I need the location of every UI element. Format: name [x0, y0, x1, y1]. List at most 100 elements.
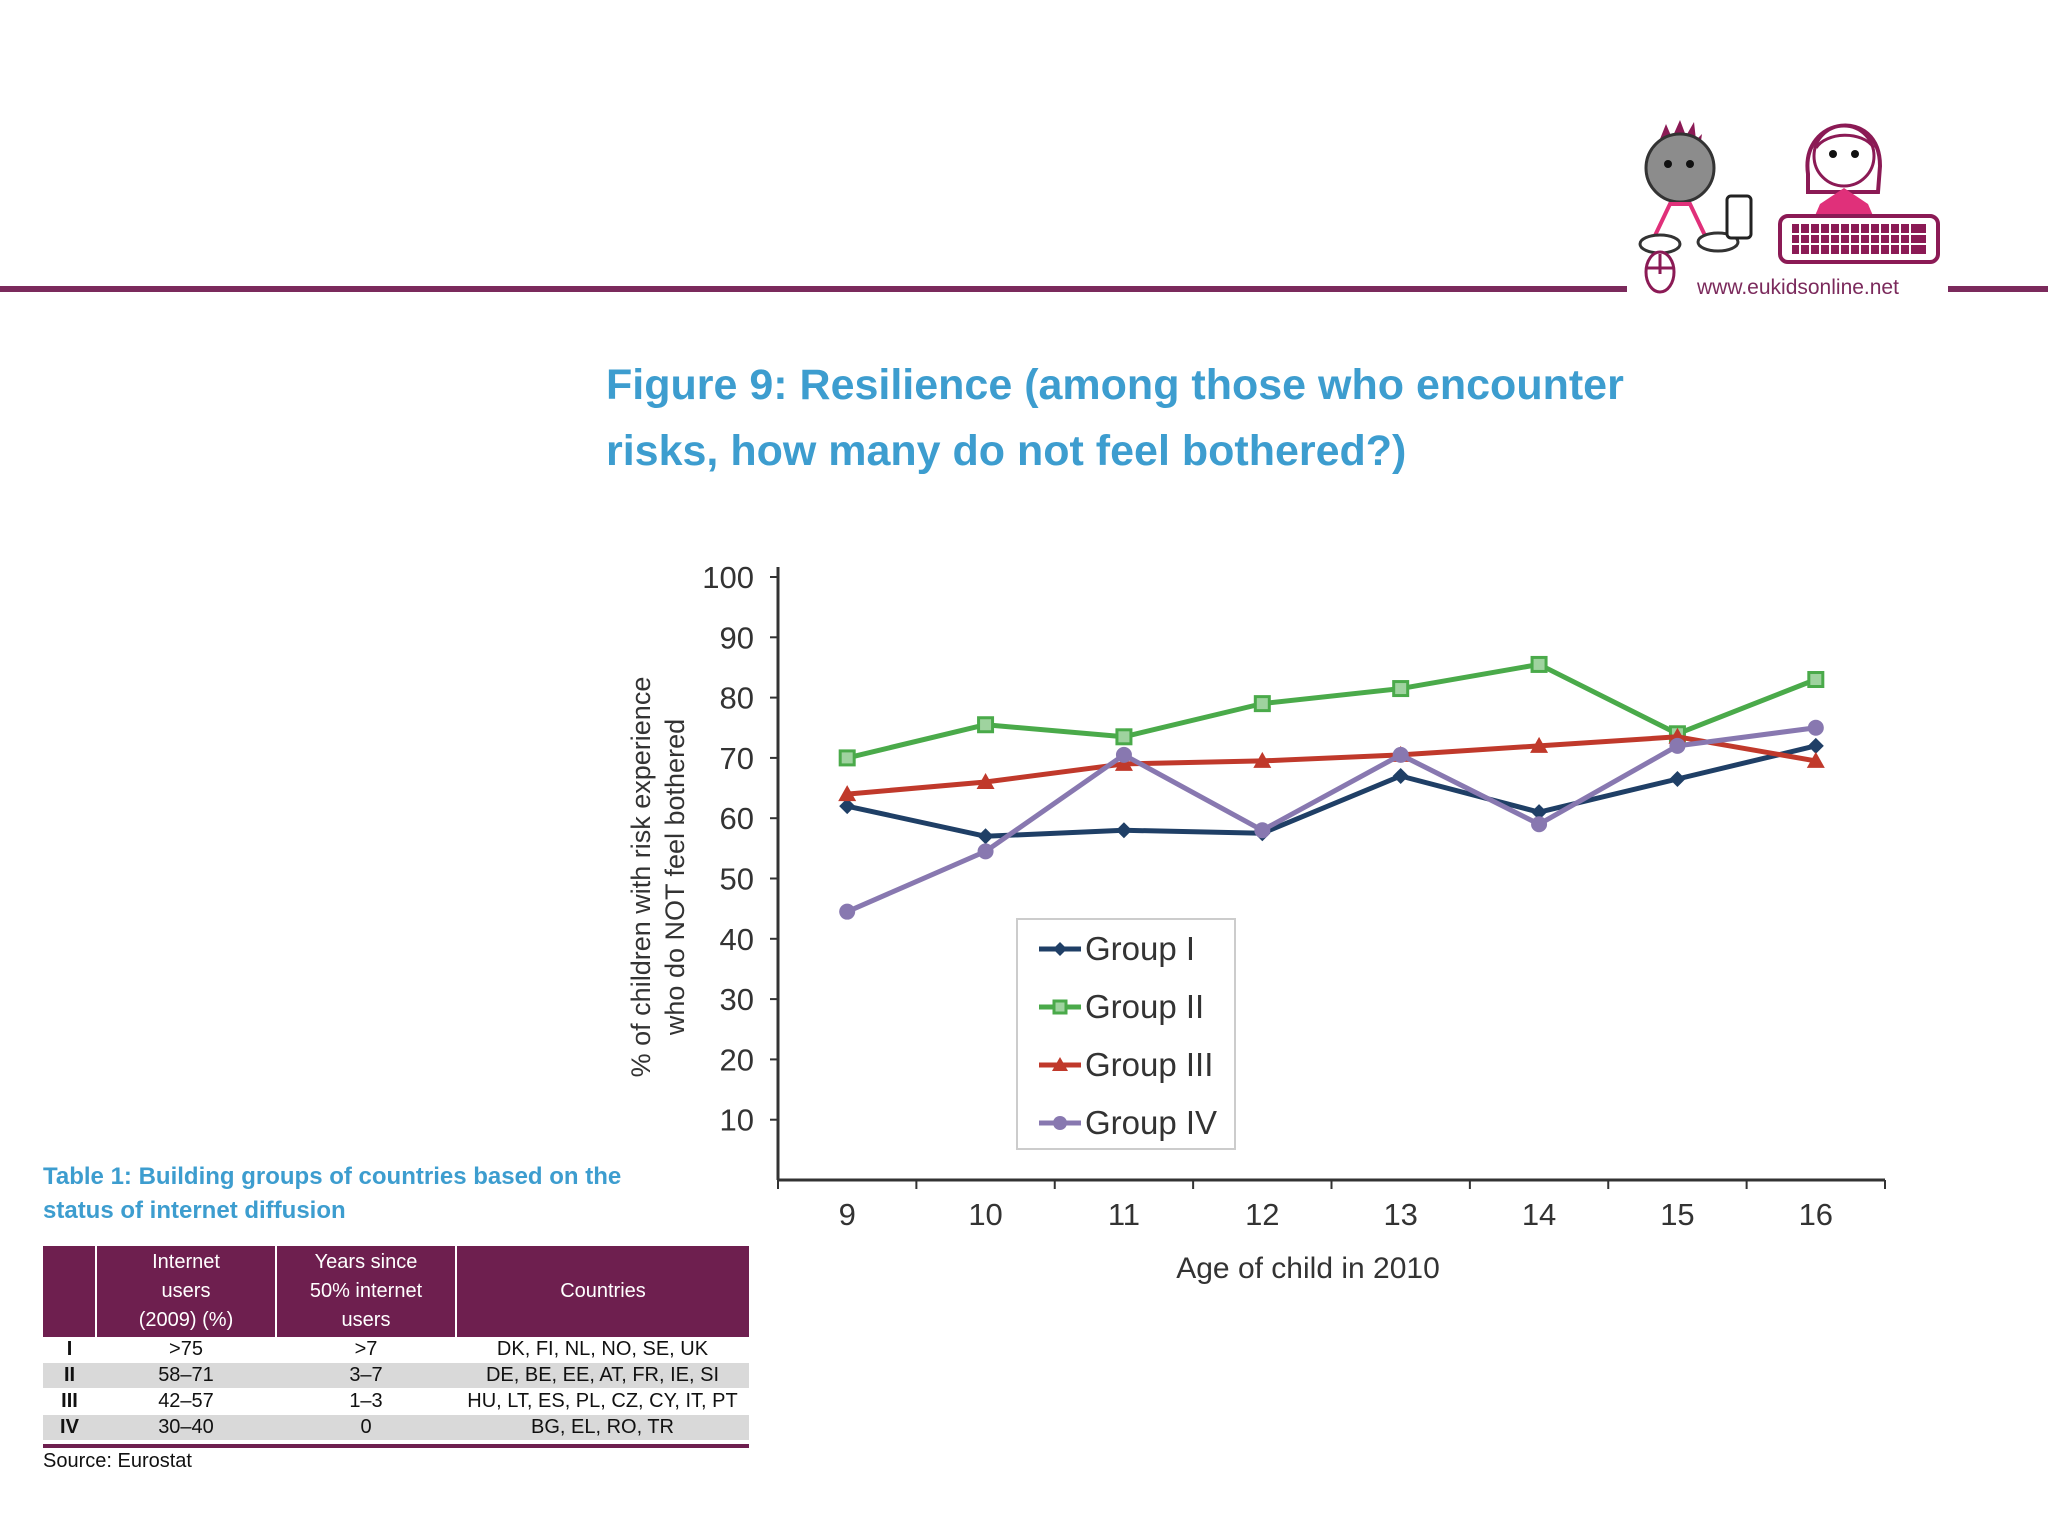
table-bottom-rule	[43, 1444, 749, 1448]
x-tick-label: 13	[1383, 1197, 1417, 1232]
y-tick-label: 20	[720, 1042, 754, 1077]
boy-icon	[1638, 120, 1753, 294]
cell-years: >7	[276, 1337, 456, 1363]
chart-legend: Group I Group II Group III Group IV	[1016, 918, 1236, 1150]
header-internet-users-line-2: users	[161, 1280, 211, 1302]
legend-item: Group II	[1039, 988, 1204, 1025]
header-group	[43, 1246, 97, 1337]
cell-users: 58–71	[96, 1362, 276, 1389]
table-title: Table 1: Building groups of countries ba…	[43, 1160, 743, 1228]
series-line	[846, 734, 1817, 797]
cell-countries: DE, BE, EE, AT, FR, IE, SI	[456, 1362, 749, 1389]
cell-years: 0	[276, 1414, 456, 1441]
cell-countries: BG, EL, RO, TR	[456, 1414, 749, 1441]
series-group-ii	[838, 655, 1825, 767]
x-tick-label: 11	[1108, 1197, 1140, 1232]
data-point-square	[1530, 655, 1548, 673]
data-point-circle	[1115, 746, 1132, 763]
data-point-square	[977, 716, 995, 734]
header-internet-users: Internet users (2009) (%)	[96, 1246, 277, 1337]
table-row: II 58–71 3–7 DE, BE, EE, AT, FR, IE, SI	[43, 1362, 749, 1389]
table-row: III 42–57 1–3 HU, LT, ES, PL, CZ, CY, IT…	[43, 1388, 749, 1415]
cell-years: 3–7	[276, 1362, 456, 1389]
header-internet-users-line-1: Internet	[152, 1251, 220, 1273]
cell-countries: DK, FI, NL, NO, SE, UK	[456, 1337, 749, 1363]
table-title-line-1: Table 1: Building groups of countries ba…	[43, 1163, 622, 1190]
cell-group: IV	[43, 1414, 96, 1441]
legend-item: Group I	[1039, 930, 1195, 967]
header-years-line-3: users	[341, 1309, 391, 1331]
data-point-diamond	[1053, 942, 1067, 956]
data-point-diamond	[1807, 737, 1824, 754]
data-point-square	[1052, 999, 1068, 1015]
y-axis-label-line-2: who do NOT feel bothered	[660, 719, 690, 1036]
data-point-triangle	[1114, 754, 1133, 771]
data-point-diamond	[839, 798, 856, 815]
table-header-row: Internet users (2009) (%) Years since 50…	[43, 1246, 749, 1337]
figure-title-line-1: Figure 9: Resilience (among those who en…	[606, 361, 1624, 409]
series-line	[846, 661, 1817, 761]
data-point-triangle	[1253, 751, 1272, 768]
x-tick-label: 9	[839, 1197, 856, 1232]
data-point-circle	[1807, 719, 1824, 736]
cell-group: I	[43, 1337, 96, 1363]
x-tick-label: 16	[1799, 1197, 1833, 1232]
data-point-circle	[1392, 746, 1409, 763]
y-tick-label: 100	[702, 560, 754, 595]
cell-users: 42–57	[96, 1388, 276, 1415]
header-divider-left	[0, 286, 1627, 292]
data-point-square	[838, 749, 856, 767]
data-point-circle	[1053, 1116, 1067, 1130]
cell-users: >75	[96, 1337, 276, 1363]
header-years-line-1: Years since	[314, 1251, 418, 1273]
table-source: Source: Eurostat	[43, 1450, 192, 1472]
header-countries: Countries	[456, 1246, 749, 1337]
data-point-diamond	[1669, 771, 1686, 788]
table-row: IV 30–40 0 BG, EL, RO, TR	[43, 1414, 749, 1441]
data-point-triangle	[976, 773, 995, 790]
legend-item: Group III	[1039, 1046, 1213, 1083]
country-groups-table: Internet users (2009) (%) Years since 50…	[43, 1246, 749, 1441]
website-url[interactable]: www.eukidsonline.net	[1697, 276, 1899, 299]
cell-group: II	[43, 1362, 96, 1389]
data-point-triangle	[1530, 736, 1549, 753]
data-point-circle	[977, 843, 994, 860]
y-tick-label: 80	[720, 681, 754, 716]
data-point-circle	[1254, 822, 1271, 839]
y-tick-label: 90	[720, 620, 754, 655]
data-point-diamond	[1115, 822, 1132, 839]
x-tick-label: 10	[968, 1197, 1002, 1232]
y-tick-label: 10	[720, 1103, 754, 1138]
data-point-square	[1253, 695, 1271, 713]
legend-label: Group IV	[1085, 1104, 1217, 1141]
y-tick-label: 50	[720, 862, 754, 897]
y-axis-title: % of children with risk experience who d…	[626, 677, 690, 1078]
data-point-circle	[839, 903, 856, 920]
legend-label: Group III	[1085, 1046, 1213, 1083]
header-internet-users-line-3: (2009) (%)	[138, 1309, 234, 1331]
data-point-triangle	[838, 785, 857, 802]
cell-years: 1–3	[276, 1388, 456, 1415]
cell-countries: HU, LT, ES, PL, CZ, CY, IT, PT	[456, 1388, 749, 1415]
data-point-diamond	[1392, 767, 1409, 784]
legend-item: Group IV	[1039, 1104, 1217, 1141]
y-tick-label: 70	[720, 741, 754, 776]
girl-icon	[1778, 123, 1940, 264]
y-axis-label-line-1: % of children with risk experience	[626, 677, 656, 1078]
series-group-iv	[839, 719, 1824, 920]
legend-box	[1016, 918, 1236, 1150]
cell-group: III	[43, 1388, 96, 1415]
chart-series	[838, 655, 1825, 920]
resilience-line-chart: % of children with risk experience who d…	[626, 560, 1886, 1285]
kids-at-computer-logo	[1638, 120, 1940, 294]
series-line	[846, 725, 1817, 914]
data-point-triangle	[1806, 751, 1825, 768]
header-years-since: Years since 50% internet users	[276, 1246, 457, 1337]
table-title-line-2: status of internet diffusion	[43, 1197, 346, 1224]
x-tick-label: 14	[1522, 1197, 1556, 1232]
y-tick-label: 60	[720, 801, 754, 836]
x-tick-label: 15	[1660, 1197, 1694, 1232]
x-axis-label: Age of child in 2010	[1176, 1252, 1440, 1285]
y-tick-label: 30	[720, 982, 754, 1017]
figure-title: Figure 9: Resilience (among those who en…	[606, 352, 1806, 484]
